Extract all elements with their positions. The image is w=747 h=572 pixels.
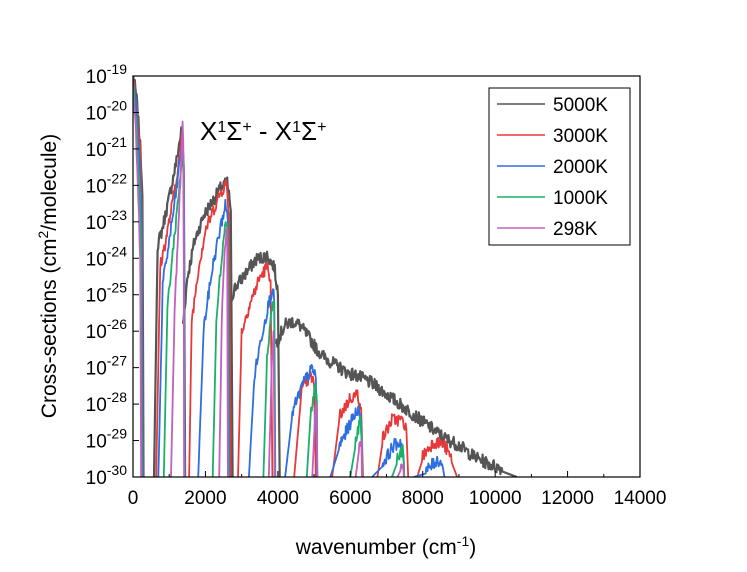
legend-label-2000K: 2000K [553, 157, 608, 178]
band-2000K-3 [248, 288, 277, 477]
band-2000K-2 [197, 198, 231, 477]
y-tick-label: 10-22 [86, 170, 128, 197]
legend-label-298K: 298K [553, 219, 598, 240]
band-298K-0 [133, 90, 142, 477]
band-298K-1 [170, 120, 185, 477]
band-298K-6 [396, 463, 405, 477]
series-298K [133, 90, 405, 477]
legend: 5000K 3000K 2000K 1000K 298K [488, 87, 631, 246]
y-tick-label: 10-19 [86, 61, 128, 88]
band-1000K-4 [305, 383, 319, 477]
legend-label-5000K: 5000K [553, 95, 608, 116]
y-tick-label: 10-26 [86, 316, 128, 343]
y-tick-label: 10-24 [86, 243, 128, 270]
band-3000K-3 [237, 262, 274, 477]
y-tick-label: 10-27 [86, 353, 128, 380]
band-2000K-5 [329, 405, 364, 477]
y-tick-label: 10-25 [86, 280, 128, 307]
band-298K-2 [218, 227, 229, 477]
state-annotation: X1Σ+ - X1Σ+ [200, 116, 326, 146]
x-tick-label: 14000 [614, 488, 667, 509]
y-tick-label: 10-30 [86, 462, 128, 489]
x-tick-label: 2000 [184, 488, 226, 509]
band-3000K-4 [293, 370, 317, 477]
band-2000K-6 [371, 437, 406, 477]
band-3000K-6 [376, 413, 410, 477]
x-tick-label: 6000 [329, 488, 371, 509]
y-axis-ticks: 10-30 10-29 10-28 10-27 10-26 10-25 10-24 10-23… [86, 61, 139, 489]
band-2000K-7 [413, 455, 446, 477]
x-tick-label: 10000 [469, 488, 522, 509]
x-tick-label: 0 [128, 488, 139, 509]
legend-label-1000K: 1000K [553, 188, 608, 209]
band-1000K-5 [349, 415, 364, 477]
band-298K-5 [354, 439, 363, 477]
y-tick-label: 10-28 [86, 389, 128, 416]
y-tick-label: 10-21 [86, 134, 128, 161]
band-3000K-5 [331, 389, 364, 477]
band-298K-4 [311, 403, 319, 477]
band-5000K-1 [152, 126, 187, 477]
band-3000K-2 [188, 179, 232, 477]
band-3000K-7 [416, 436, 458, 477]
x-tick-label: 12000 [541, 488, 594, 509]
x-tick-label: 8000 [402, 488, 444, 509]
band-2000K-4 [284, 364, 319, 477]
x-axis-title: wavenumber (cm-1) [295, 533, 477, 559]
band-1000K-0 [133, 86, 143, 477]
band-298K-3 [267, 330, 276, 477]
band-5000K-3 [227, 250, 281, 477]
band-1000K-2 [211, 221, 230, 477]
band-1000K-6 [391, 444, 406, 477]
band-5000K-4 [274, 317, 518, 477]
series-layer [133, 76, 518, 477]
y-tick-label: 10-23 [86, 207, 128, 234]
y-axis-title: Cross-sections (cm2/molecule) [35, 134, 61, 418]
y-tick-label: 10-20 [86, 97, 128, 124]
x-axis-ticks: 0 2000 4000 6000 8000 10000 12000 14000 [128, 471, 667, 509]
y-tick-label: 10-29 [86, 426, 128, 453]
x-tick-label: 4000 [257, 488, 299, 509]
band-1000K-3 [262, 300, 276, 477]
legend-label-3000K: 3000K [553, 126, 608, 147]
